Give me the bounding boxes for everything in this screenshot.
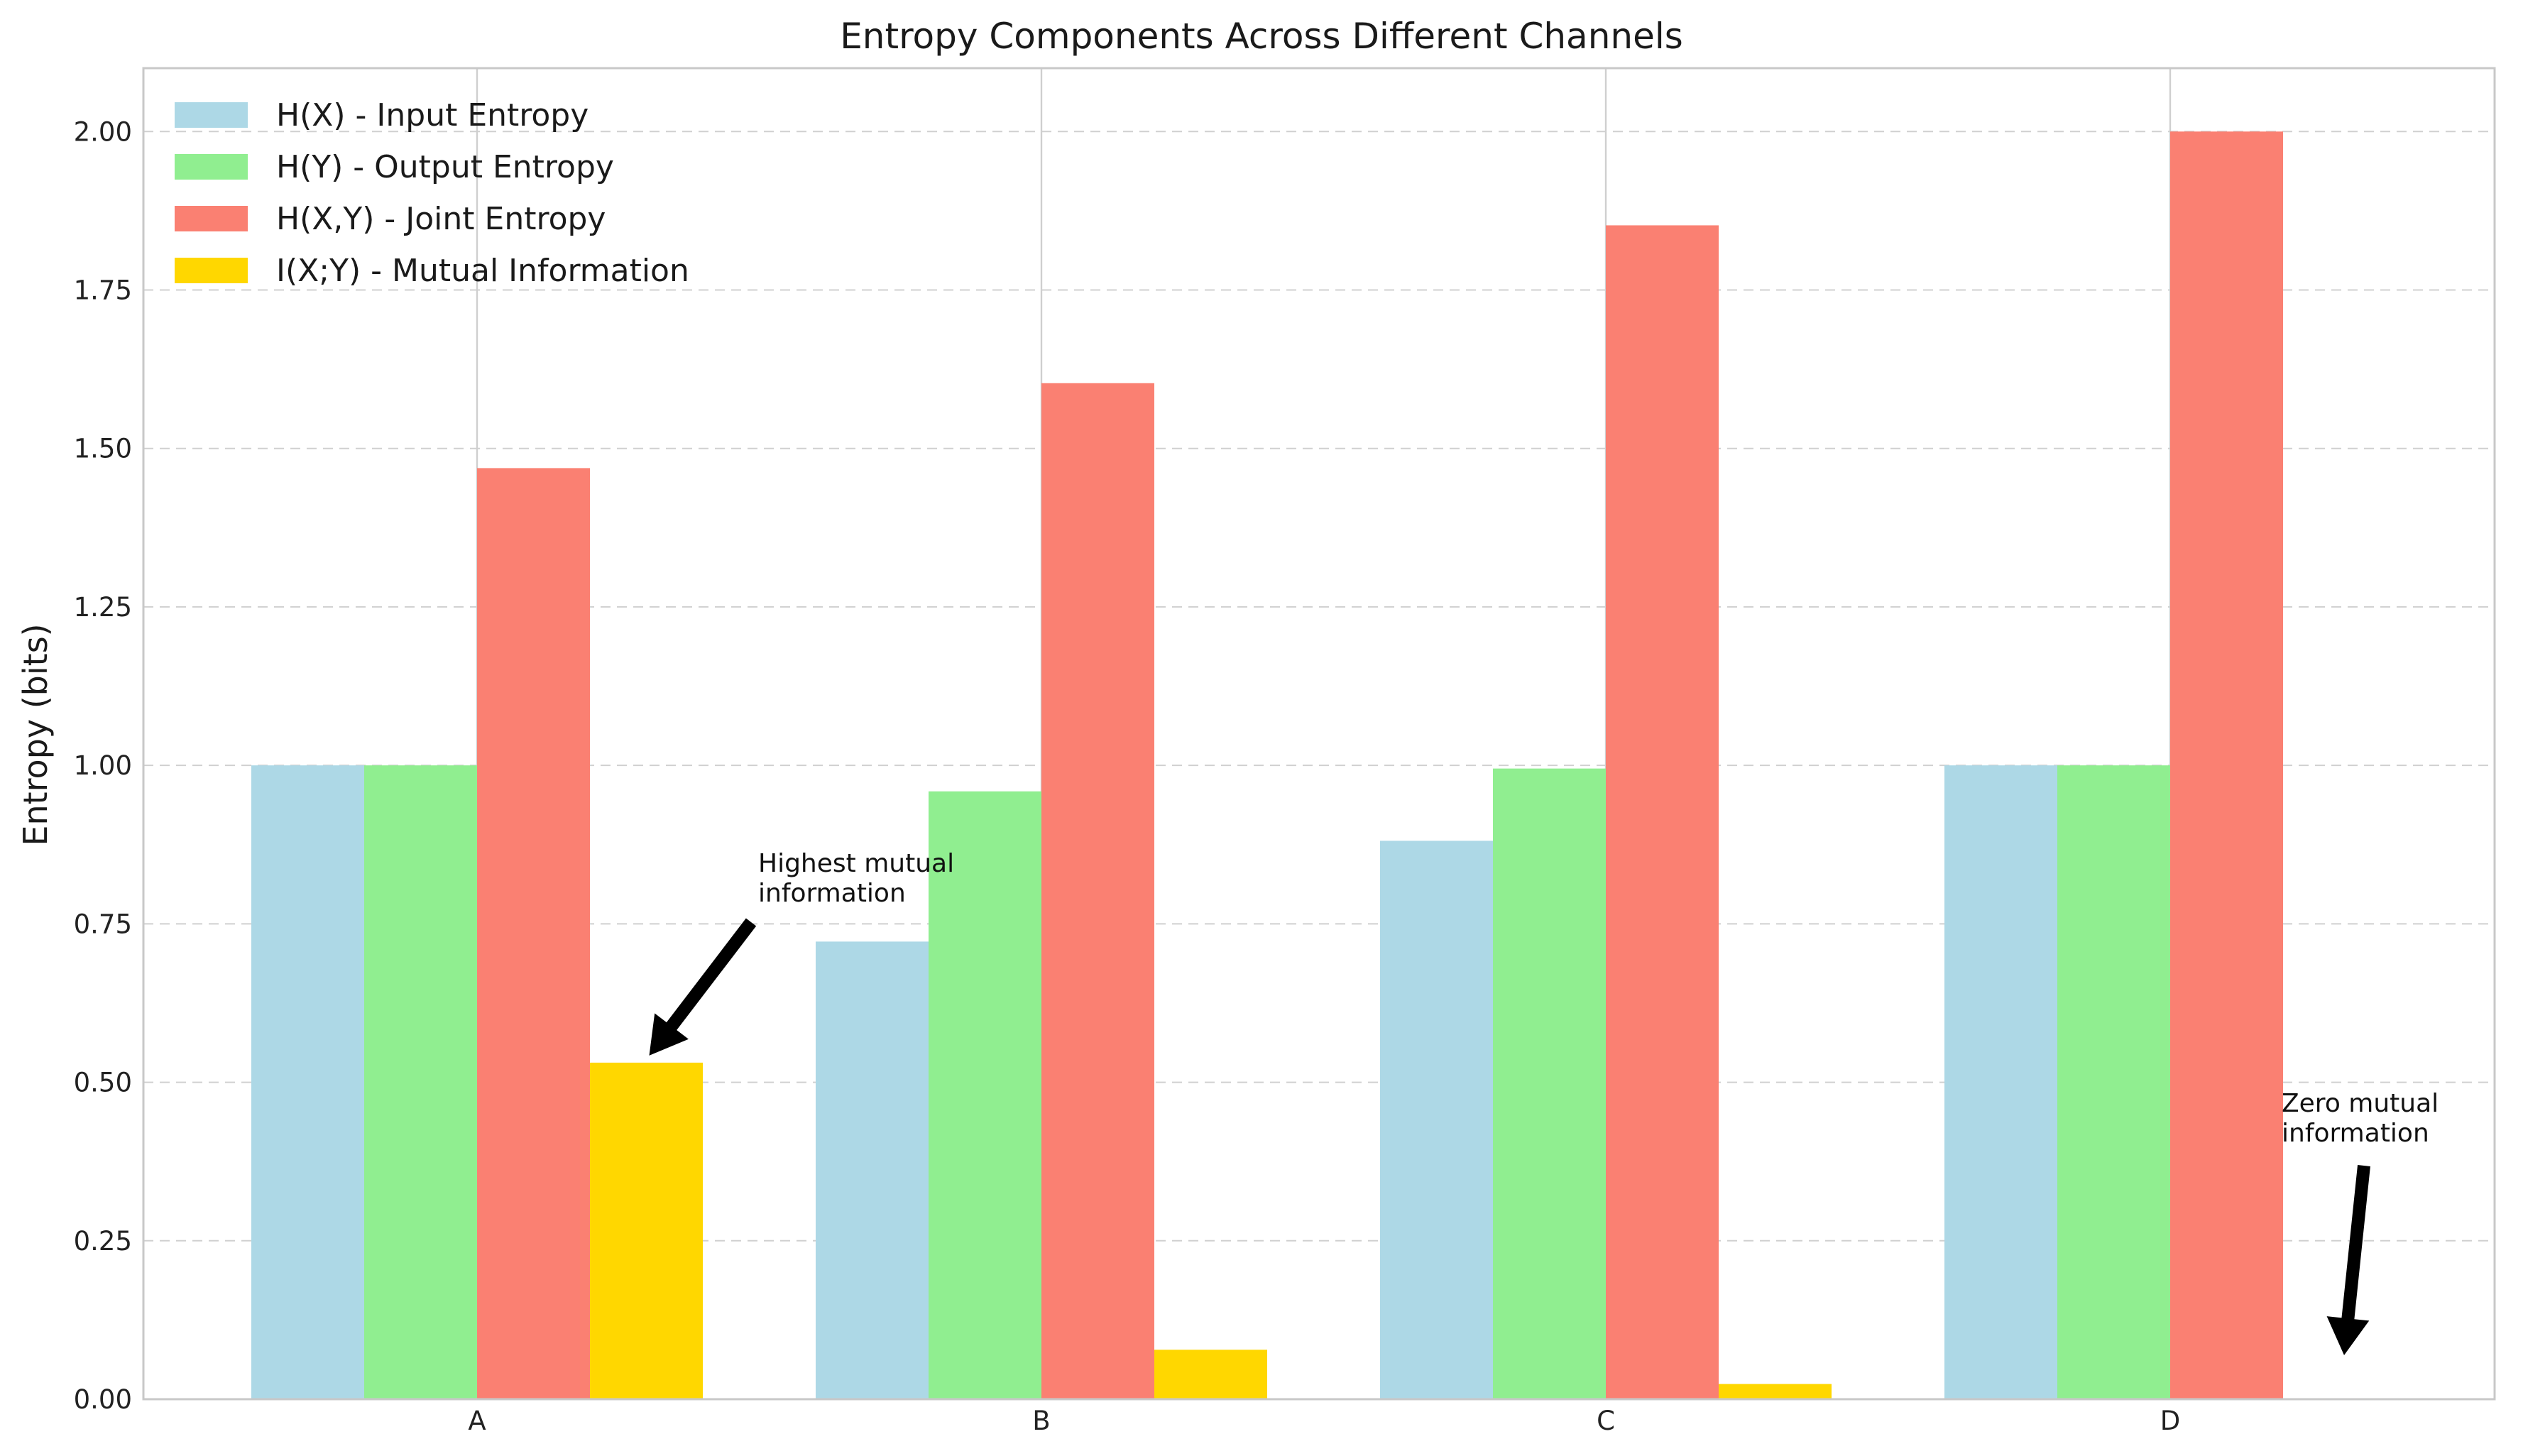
- y-tick-label: 1.00: [74, 750, 132, 781]
- x-axis-ticks: A B C D: [468, 1406, 2180, 1436]
- bar-2-D: [2057, 765, 2170, 1399]
- bar-4-C: [1719, 1384, 1832, 1399]
- bar-2-C: [1493, 768, 1606, 1399]
- y-tick-label: 1.75: [74, 275, 132, 306]
- chart-title: Entropy Components Across Different Chan…: [840, 16, 1683, 57]
- legend-swatch-4: [175, 258, 248, 283]
- bar-1-A: [251, 765, 364, 1399]
- legend-label-2: H(Y) - Output Entropy: [276, 149, 614, 185]
- y-tick-label: 0.50: [74, 1068, 132, 1098]
- y-axis-ticks: 0.00 0.25 0.50 0.75 1.00 1.25 1.50 1.75 2.00: [74, 116, 132, 1415]
- annotation-arrow-zero: [2326, 1165, 2370, 1355]
- plot-frame: [142, 67, 2496, 1401]
- y-axis-label: Entropy (bits): [16, 623, 55, 845]
- bar-1-C: [1380, 841, 1493, 1399]
- y-tick-label: 0.25: [74, 1226, 132, 1257]
- bar-3-D: [2170, 131, 2283, 1399]
- y-tick-label: 1.50: [74, 434, 132, 464]
- bar-4-A: [590, 1062, 703, 1399]
- legend-label-4: I(X;Y) - Mutual Information: [276, 253, 689, 289]
- bars: [251, 131, 2283, 1400]
- x-tick-label: D: [2160, 1406, 2181, 1436]
- legend-swatch-1: [175, 102, 248, 128]
- annotation-zero-mutual-information: Zero mutual information: [2282, 1089, 2439, 1148]
- x-tick-label: B: [1032, 1406, 1050, 1436]
- bar-2-A: [364, 765, 477, 1399]
- y-tick-label: 2.00: [74, 116, 132, 147]
- bar-4-B: [1154, 1350, 1267, 1399]
- bar-1-D: [1944, 765, 2057, 1399]
- bar-1-B: [816, 941, 929, 1399]
- x-tick-label: A: [468, 1406, 486, 1436]
- annotation-highest-mutual-information: Highest mutual information: [758, 849, 954, 908]
- bar-3-A: [477, 468, 590, 1400]
- annotation-arrow-highest: [649, 918, 757, 1056]
- legend-swatch-3: [175, 206, 248, 231]
- y-tick-label: 1.25: [74, 592, 132, 623]
- y-tick-label: 0.00: [74, 1384, 132, 1415]
- y-tick-label: 0.75: [74, 909, 132, 939]
- legend-label-3: H(X,Y) - Joint Entropy: [276, 201, 606, 237]
- legend-label-1: H(X) - Input Entropy: [276, 97, 589, 133]
- bar-3-B: [1041, 383, 1154, 1399]
- legend: H(X) - Input Entropy H(Y) - Output Entrop…: [175, 97, 689, 289]
- annotations: Highest mutual information Zero mutual info…: [649, 849, 2439, 1355]
- bar-2-B: [929, 791, 1041, 1399]
- x-tick-label: C: [1597, 1406, 1615, 1436]
- bar-3-C: [1606, 225, 1719, 1399]
- legend-swatch-2: [175, 154, 248, 180]
